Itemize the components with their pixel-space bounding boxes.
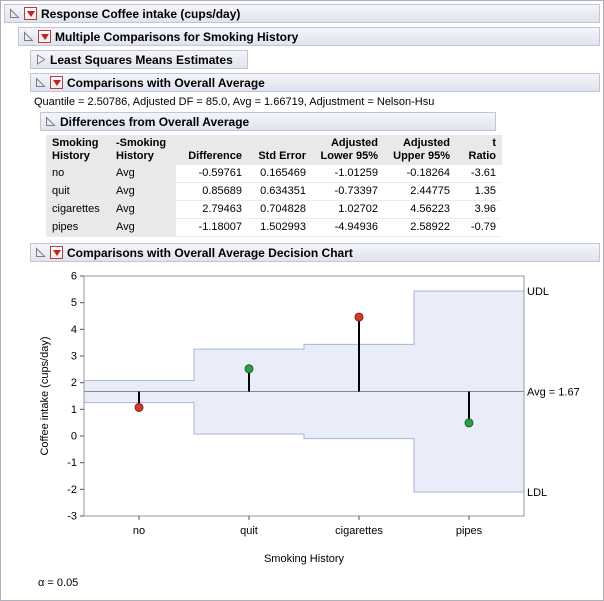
red-triangle-icon [26,10,35,17]
disclosure-open-icon[interactable] [34,247,46,259]
table-cell: Avg [110,165,176,183]
table-row: pipes Avg -1.18007 1.502993 -4.94936 2.58922-… [46,218,502,237]
plot-frame [83,275,525,517]
table-cell: quit [46,182,110,201]
disclosure-open-icon[interactable] [44,116,56,128]
red-triangle-menu[interactable] [50,246,63,259]
y-tick-label: -3 [67,511,77,523]
red-triangle-menu[interactable] [24,7,37,20]
table-cell: 0.704828 [248,200,312,219]
y-tick-label: 2 [71,377,77,389]
table-cell: -4.94936 [312,218,384,237]
red-triangle-menu[interactable] [50,76,63,89]
y-tick-label: 4 [71,324,77,336]
table-cell: 0.634351 [248,182,312,201]
outline-header-lsm-estimates: Least Squares Means Estimates [30,50,248,69]
decision-chart: 6 5 4 3 2 1 0 -1 -2 -3 no quit cigarettes pipes UDL Avg… [34,266,600,573]
table-cell: 1.35 [456,182,502,201]
col-header-t-ratio: t Ratio [456,135,502,165]
table-cell: -0.79 [456,218,502,237]
table-cell: Avg [110,200,176,219]
x-tick-label: cigarettes [335,525,383,537]
x-tick-label: quit [240,525,258,537]
table-cell: 0.165469 [248,165,312,183]
red-triangle-icon [40,33,49,40]
table-cell: -0.18264 [384,165,456,183]
table-cell: Avg [110,218,176,237]
outline-header-multiple-comparisons: Multiple Comparisons for Smoking History [18,27,600,46]
quantile-summary-text: Quantile = 2.50786, Adjusted DF = 85.0, … [34,96,435,108]
table-cell: 1.502993 [248,218,312,237]
y-axis-title: Coffee intake (cups/day) [39,336,51,455]
overall-average-title: Comparisons with Overall Average [67,75,265,90]
multiple-comparisons-title: Multiple Comparisons for Smoking History [55,29,299,44]
y-tick-label: 6 [71,271,77,283]
table-cell: cigarettes [46,200,110,219]
disclosure-open-icon[interactable] [34,77,46,89]
table-cell: no [46,165,110,183]
table-cell: 3.96 [456,200,502,219]
col-header-difference: Difference [176,135,248,165]
col-header-std-error: Std Error [248,135,312,165]
table-cell: 2.79463 [176,200,248,219]
y-tick-label: 0 [71,431,77,443]
x-tick-label: pipes [456,525,483,537]
differences-title: Differences from Overall Average [60,114,250,129]
mean-point-no[interactable] [134,402,144,412]
mean-point-quit[interactable] [244,364,254,374]
mean-point-cigarettes[interactable] [354,312,364,322]
disclosure-open-icon[interactable] [8,8,20,20]
table-cell: 2.44775 [384,182,456,201]
outline-header-overall-average: Comparisons with Overall Average [30,73,600,92]
table-row: quit Avg 0.85689 0.634351 -0.73397 2.44775 1.3… [46,182,502,201]
x-tick-label: no [133,525,145,537]
differences-table-body: no Avg -0.59761 0.165469 -1.01259 -0.18264 -3.… [46,165,502,237]
red-triangle-icon [52,79,61,86]
outline-header-decision-chart: Comparisons with Overall Average Decisio… [30,243,600,262]
y-tick-label: 5 [71,297,77,309]
ldl-label: LDL [527,487,547,499]
table-cell: -0.59761 [176,165,248,183]
y-tick-label: -1 [67,457,77,469]
table-cell: 0.85689 [176,182,248,201]
red-triangle-icon [52,249,61,256]
y-tick-label: -2 [67,484,77,496]
col-header-smoking-history: Smoking History [46,135,110,165]
table-cell: 2.58922 [384,218,456,237]
col-header-adj-upper: Adjusted Upper 95% [384,135,456,165]
disclosure-open-icon[interactable] [22,31,34,43]
outline-header-differences: Differences from Overall Average [40,112,496,131]
table-row: no Avg -0.59761 0.165469 -1.01259 -0.18264 -3.… [46,165,502,183]
disclosure-closed-icon[interactable] [34,54,46,66]
outline-header-response: Response Coffee intake (cups/day) [4,4,600,23]
table-cell: 4.56223 [384,200,456,219]
table-cell: 1.02702 [312,200,384,219]
table-header-row: Smoking History -Smoking History Differenc… [46,135,502,165]
udl-label: UDL [527,286,549,298]
table-cell: -1.01259 [312,165,384,183]
table-cell: -3.61 [456,165,502,183]
table-cell: -0.73397 [312,182,384,201]
avg-label: Avg = 1.67 [527,387,580,399]
table-cell: Avg [110,182,176,201]
col-header-minus-smoking-history: -Smoking History [110,135,176,165]
lsm-estimates-title: Least Squares Means Estimates [50,52,233,67]
alpha-note: α = 0.05 [38,577,79,589]
y-tick-label: 3 [71,351,77,363]
table-cell: pipes [46,218,110,237]
x-axis-title: Smoking History [264,553,345,565]
decision-chart-title: Comparisons with Overall Average Decisio… [67,245,353,260]
table-row: cigarettes Avg 2.79463 0.704828 1.02702 4.562… [46,200,502,219]
col-header-adj-lower: Adjusted Lower 95% [312,135,384,165]
mean-point-pipes[interactable] [464,418,474,428]
red-triangle-menu[interactable] [38,30,51,43]
y-tick-label: 1 [71,404,77,416]
response-title: Response Coffee intake (cups/day) [41,6,241,21]
table-cell: -1.18007 [176,218,248,237]
differences-table: Smoking History -Smoking History Differenc… [46,135,502,237]
